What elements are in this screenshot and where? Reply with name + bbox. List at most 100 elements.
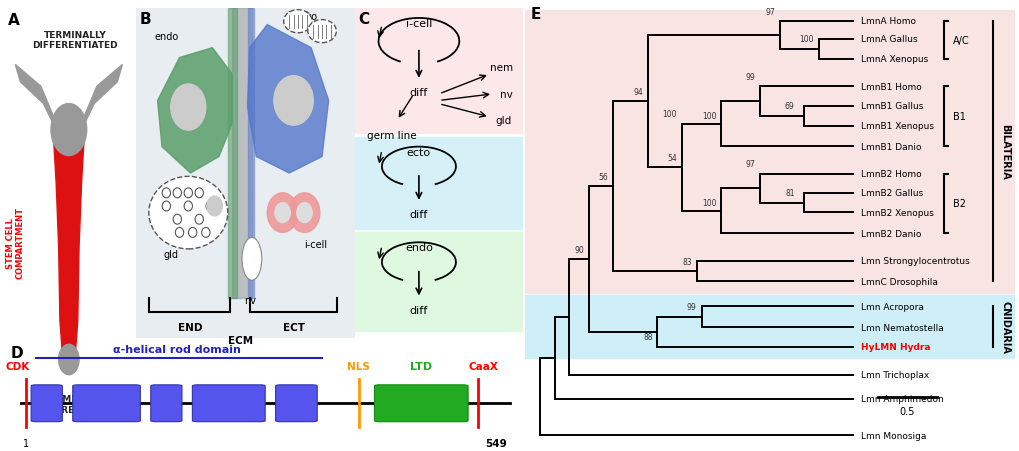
Text: B2: B2 (952, 199, 965, 209)
Ellipse shape (289, 193, 320, 233)
Ellipse shape (206, 202, 214, 212)
Text: LmnB1 Xenopus: LmnB1 Xenopus (860, 122, 932, 131)
Text: D: D (10, 345, 22, 360)
Text: ecto: ecto (407, 147, 431, 157)
Text: LmnA Xenopus: LmnA Xenopus (860, 55, 927, 64)
FancyBboxPatch shape (151, 385, 181, 422)
Ellipse shape (195, 215, 203, 225)
Text: endo: endo (405, 243, 432, 253)
Text: LmnB2 Gallus: LmnB2 Gallus (860, 189, 922, 198)
Text: 100: 100 (701, 198, 715, 207)
Text: nv: nv (244, 295, 256, 305)
Text: LTD: LTD (410, 361, 432, 371)
Text: LmnA Homo: LmnA Homo (860, 18, 915, 27)
Ellipse shape (242, 238, 262, 281)
Ellipse shape (184, 189, 193, 198)
Text: LmnC Drosophila: LmnC Drosophila (860, 277, 936, 286)
Text: CNIDARIA: CNIDARIA (1000, 300, 1009, 353)
Text: gld: gld (163, 249, 178, 259)
Text: 88: 88 (642, 332, 652, 341)
Ellipse shape (173, 189, 181, 198)
FancyBboxPatch shape (72, 385, 141, 422)
Text: LmnB1 Danio: LmnB1 Danio (860, 143, 920, 152)
Text: Lmn Acropora: Lmn Acropora (860, 302, 922, 311)
Ellipse shape (59, 345, 79, 375)
FancyBboxPatch shape (193, 385, 265, 422)
Text: i-cell: i-cell (304, 239, 327, 249)
Ellipse shape (202, 228, 210, 238)
Text: A/C: A/C (952, 36, 968, 46)
Text: 97: 97 (745, 160, 755, 169)
Ellipse shape (162, 202, 170, 212)
Ellipse shape (195, 189, 203, 198)
Ellipse shape (283, 11, 312, 34)
Text: 100: 100 (662, 110, 677, 119)
FancyBboxPatch shape (374, 385, 468, 422)
Text: CaaX: CaaX (469, 361, 498, 371)
Bar (227, 9, 236, 299)
Polygon shape (82, 65, 122, 130)
Polygon shape (54, 139, 84, 355)
Text: Lmn Trichoplax: Lmn Trichoplax (860, 371, 928, 380)
Text: nem: nem (489, 63, 513, 73)
Text: LmnA Gallus: LmnA Gallus (860, 35, 916, 44)
Ellipse shape (297, 203, 312, 223)
Text: C: C (358, 12, 369, 27)
Ellipse shape (51, 104, 87, 156)
Text: germ line: germ line (367, 131, 417, 141)
Bar (355, 138, 523, 230)
Ellipse shape (308, 21, 336, 44)
Text: nem: nem (286, 9, 309, 19)
Text: 1: 1 (23, 438, 30, 448)
Text: 99: 99 (745, 73, 755, 82)
Polygon shape (248, 25, 328, 174)
Text: 100: 100 (701, 112, 715, 121)
Text: LmnB1 Gallus: LmnB1 Gallus (860, 102, 922, 111)
Bar (525, 295, 1014, 358)
Ellipse shape (189, 228, 197, 238)
Text: E: E (530, 7, 540, 22)
FancyBboxPatch shape (31, 385, 62, 422)
Polygon shape (15, 65, 56, 130)
Ellipse shape (267, 193, 298, 233)
Ellipse shape (170, 85, 206, 131)
Text: 0.5: 0.5 (899, 406, 914, 416)
Text: 94: 94 (633, 87, 642, 97)
Text: 549: 549 (485, 438, 506, 448)
Ellipse shape (173, 215, 181, 225)
Text: Lmn Amphimedon: Lmn Amphimedon (860, 394, 943, 403)
Ellipse shape (175, 228, 183, 238)
Text: nv: nv (499, 90, 513, 100)
Text: END: END (178, 322, 203, 332)
Text: LmnB1 Homo: LmnB1 Homo (860, 83, 920, 92)
Ellipse shape (207, 197, 222, 216)
Bar (525, 11, 1014, 293)
Text: B: B (140, 12, 152, 27)
Text: endo: endo (154, 32, 178, 42)
Text: TERMINALLY
DIFFERENTIATED: TERMINALLY DIFFERENTIATED (33, 394, 118, 414)
Bar (248, 9, 254, 299)
Text: NLS: NLS (347, 361, 370, 371)
Text: 99: 99 (686, 303, 696, 312)
Text: diff: diff (410, 305, 428, 315)
Text: ecto: ecto (296, 12, 317, 22)
Text: ECM: ECM (228, 335, 254, 345)
Text: 100: 100 (799, 35, 813, 44)
Text: gld: gld (494, 116, 511, 126)
Text: BILATERIA: BILATERIA (1000, 124, 1009, 179)
Text: STEM CELL
COMPARTMENT: STEM CELL COMPARTMENT (5, 207, 25, 279)
Text: Lmn Monosiga: Lmn Monosiga (860, 431, 925, 440)
Text: LmnB2 Homo: LmnB2 Homo (860, 170, 920, 179)
Bar (232, 9, 252, 299)
Text: Lmn Strongylocentrotus: Lmn Strongylocentrotus (860, 257, 968, 266)
Bar (355, 233, 523, 331)
Text: LmnB2 Xenopus: LmnB2 Xenopus (860, 208, 932, 217)
Ellipse shape (184, 202, 193, 212)
Text: i-cell: i-cell (406, 19, 432, 29)
Bar (355, 9, 523, 134)
Text: 97: 97 (764, 8, 774, 17)
Text: A: A (8, 14, 19, 28)
Text: diff: diff (410, 88, 428, 98)
Text: 83: 83 (682, 257, 691, 266)
Text: 90: 90 (574, 245, 584, 254)
